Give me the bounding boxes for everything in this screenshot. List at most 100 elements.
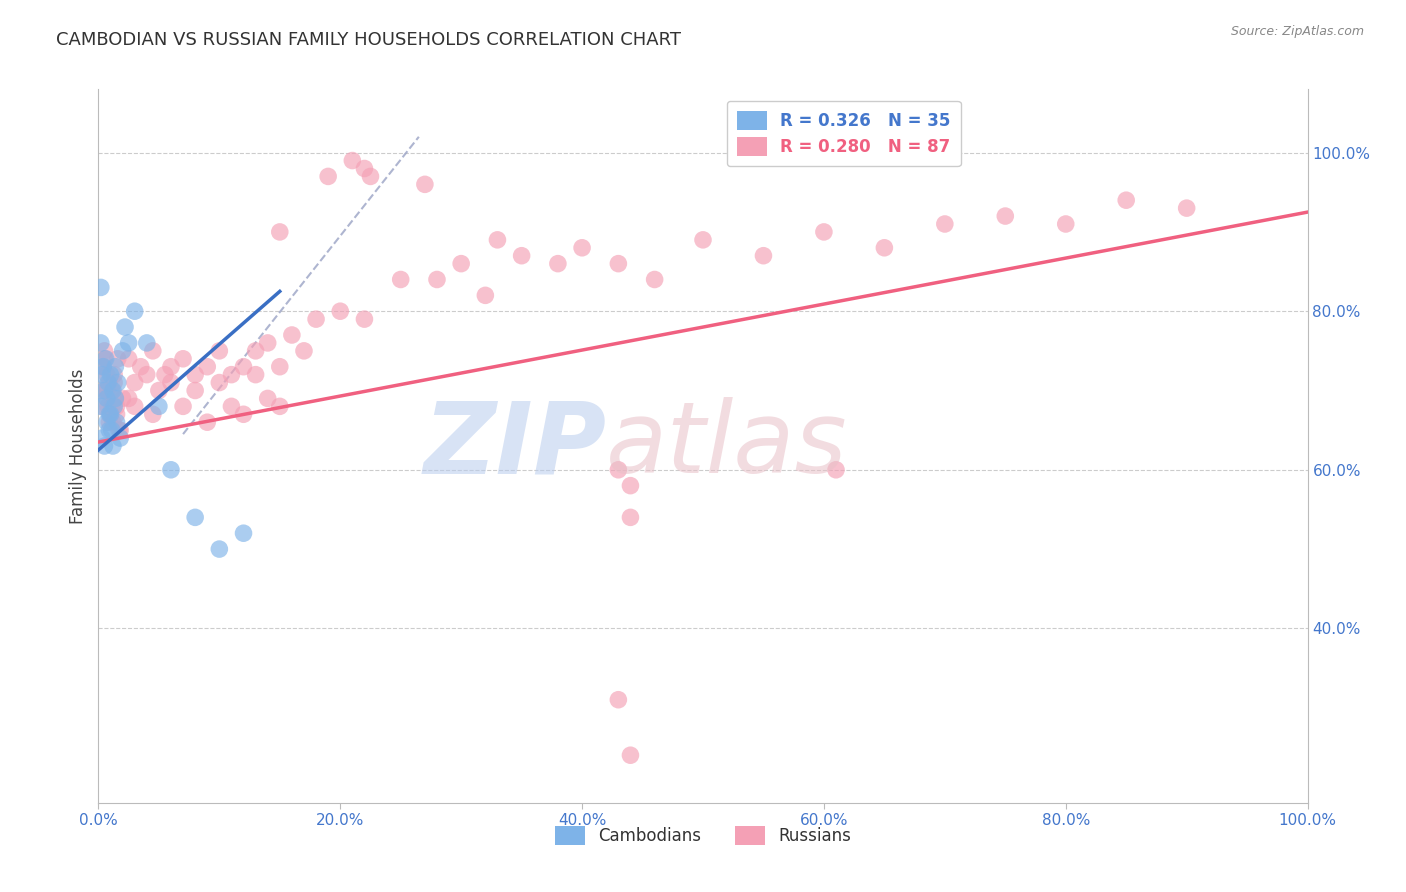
Point xyxy=(208,376,231,390)
Point xyxy=(1115,193,1137,207)
Point xyxy=(90,280,112,294)
Point xyxy=(103,368,125,382)
Point xyxy=(98,407,121,421)
Point xyxy=(221,368,243,382)
Point xyxy=(208,542,231,557)
Text: atlas: atlas xyxy=(606,398,848,494)
Point xyxy=(98,376,121,390)
Point xyxy=(96,415,118,429)
Point xyxy=(389,272,412,286)
Point xyxy=(135,368,157,382)
Point xyxy=(619,510,641,524)
Point xyxy=(329,304,352,318)
Point xyxy=(93,384,115,398)
Point xyxy=(142,407,165,421)
Point xyxy=(269,225,291,239)
Point xyxy=(1175,201,1198,215)
Point xyxy=(353,312,375,326)
Text: ZIP: ZIP xyxy=(423,398,606,494)
Point xyxy=(450,257,472,271)
Point xyxy=(184,510,207,524)
Point xyxy=(148,384,170,398)
Point xyxy=(103,400,125,414)
Point xyxy=(100,384,122,398)
Point xyxy=(195,359,218,374)
Point xyxy=(91,400,114,414)
Point xyxy=(245,343,267,358)
Point xyxy=(108,423,131,437)
Point xyxy=(90,400,112,414)
Point xyxy=(474,288,496,302)
Point xyxy=(96,368,118,382)
Point xyxy=(104,392,127,406)
Point xyxy=(103,376,125,390)
Point xyxy=(97,400,120,414)
Point xyxy=(97,376,120,390)
Point xyxy=(360,169,382,184)
Point xyxy=(111,343,134,358)
Point xyxy=(486,233,509,247)
Point xyxy=(208,343,231,358)
Point xyxy=(105,400,128,414)
Point xyxy=(114,320,136,334)
Point xyxy=(104,392,127,406)
Point xyxy=(426,272,449,286)
Point xyxy=(91,359,114,374)
Point xyxy=(245,368,267,382)
Point xyxy=(118,335,141,350)
Point xyxy=(813,225,835,239)
Point xyxy=(91,359,114,374)
Point xyxy=(100,407,122,421)
Point xyxy=(100,368,122,382)
Point xyxy=(281,328,304,343)
Point xyxy=(269,400,291,414)
Text: Source: ZipAtlas.com: Source: ZipAtlas.com xyxy=(1230,25,1364,38)
Point xyxy=(232,359,254,374)
Point xyxy=(93,351,115,366)
Point xyxy=(100,407,122,421)
Point xyxy=(93,343,115,358)
Point xyxy=(1054,217,1077,231)
Point xyxy=(108,431,131,445)
Point xyxy=(571,241,593,255)
Point xyxy=(353,161,375,176)
Point xyxy=(692,233,714,247)
Point xyxy=(94,384,117,398)
Point xyxy=(342,153,364,168)
Point xyxy=(934,217,956,231)
Point xyxy=(619,748,641,763)
Point xyxy=(994,209,1017,223)
Point xyxy=(98,415,121,429)
Point xyxy=(111,392,134,406)
Point xyxy=(619,478,641,492)
Point xyxy=(184,368,207,382)
Point xyxy=(101,415,124,429)
Point xyxy=(96,392,118,406)
Point xyxy=(93,439,115,453)
Point xyxy=(184,384,207,398)
Y-axis label: Family Households: Family Households xyxy=(69,368,87,524)
Point xyxy=(607,692,630,706)
Point xyxy=(91,368,114,382)
Point xyxy=(100,400,122,414)
Point xyxy=(118,351,141,366)
Point xyxy=(90,384,112,398)
Point xyxy=(160,359,183,374)
Point xyxy=(413,178,436,192)
Point xyxy=(825,463,848,477)
Point xyxy=(129,359,152,374)
Point xyxy=(101,384,124,398)
Point xyxy=(232,526,254,541)
Point xyxy=(101,439,124,453)
Point xyxy=(221,400,243,414)
Point xyxy=(644,272,666,286)
Point xyxy=(607,257,630,271)
Point xyxy=(105,415,128,429)
Point xyxy=(107,351,129,366)
Point xyxy=(232,407,254,421)
Point xyxy=(316,169,339,184)
Point xyxy=(107,376,129,390)
Point xyxy=(108,423,131,437)
Point xyxy=(256,335,278,350)
Point xyxy=(172,351,194,366)
